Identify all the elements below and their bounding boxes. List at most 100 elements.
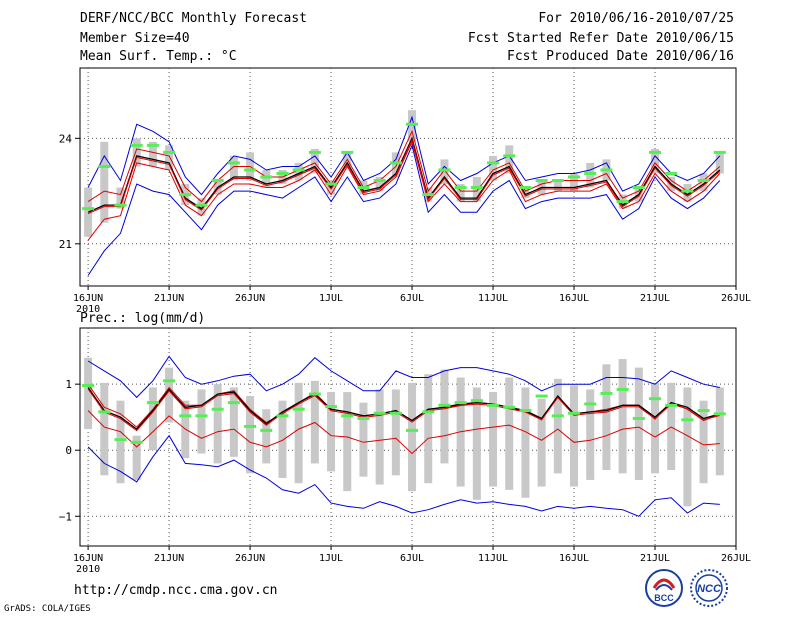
prec-range-box [699, 400, 708, 484]
prec-range-box [440, 369, 449, 464]
prec-xtick-label: 16JUN [73, 553, 103, 564]
temp-mark [82, 207, 95, 211]
prec-range-box [213, 384, 222, 464]
prec-mark [535, 394, 548, 398]
temp-range-box [553, 180, 562, 192]
temp-range-box [472, 177, 481, 202]
temp-range-box [408, 110, 417, 142]
temp-mark [308, 150, 321, 154]
ncc-logo: NCC [690, 569, 728, 607]
prec-mark [163, 379, 176, 383]
prec-range-box [553, 378, 562, 474]
temp-year-label: 2010 [76, 304, 100, 315]
prec-mark [713, 412, 726, 416]
prec-range-box [537, 398, 546, 487]
prec-xtick-label: 21JUL [640, 553, 670, 564]
prec-range-box [667, 382, 676, 471]
temp-mark [260, 175, 273, 179]
prec-mark [584, 402, 597, 406]
temp-range-box [489, 155, 498, 181]
temp-mark [600, 168, 613, 172]
temp-mark [211, 179, 224, 183]
temp-range-box [116, 187, 125, 209]
temp-range-box [521, 187, 530, 199]
prec-mark [325, 405, 338, 409]
prec-title: Prec.: log(mm/d) [80, 311, 205, 326]
prec-range-box [148, 387, 157, 451]
temp-mark [470, 186, 483, 190]
prec-mark [341, 414, 354, 418]
temp-range-box [715, 152, 724, 174]
prec-range-box [84, 357, 93, 430]
prec-range-box [327, 392, 336, 472]
prec-ytick-label: −1 [59, 510, 72, 523]
temp-mark [292, 168, 305, 172]
prec-range-box [343, 392, 352, 492]
chart-title: DERF/NCC/BCC Monthly Forecast [80, 11, 307, 26]
prec-range-box [116, 400, 125, 484]
prec-mark [665, 403, 678, 407]
temp-mark [276, 171, 289, 175]
temp-series-mean [87, 136, 721, 213]
prec-range-box [165, 367, 174, 423]
temp-mark [244, 168, 257, 172]
ncc-logo-text: NCC [697, 583, 722, 595]
temp-range-box [197, 198, 206, 216]
temp-mark [632, 186, 645, 190]
temp-mark [454, 186, 467, 190]
prec-mark [406, 428, 419, 432]
temp-mark [373, 179, 386, 183]
temp-mark [325, 182, 338, 186]
temp-xtick-label: 26JUL [721, 293, 751, 304]
temp-series-min [87, 143, 721, 276]
temp-mark [195, 203, 208, 207]
temp-mark [665, 171, 678, 175]
temp-mark [406, 122, 419, 126]
prec-range-box [683, 387, 692, 507]
source-url[interactable]: http://cmdp.ncc.cma.gov.cn [74, 583, 278, 598]
temp-xtick-label: 16JUL [559, 293, 589, 304]
temp-mark [551, 179, 564, 183]
temp-mark [584, 171, 597, 175]
temp-series-spread_upper [87, 129, 721, 203]
temp-mark [227, 161, 240, 165]
prec-mark [292, 407, 305, 411]
prec-range-box [715, 387, 724, 476]
temp-range-box [100, 141, 109, 223]
temp-mark [114, 203, 127, 207]
prec-range-box [618, 359, 627, 474]
prec-range-box [100, 382, 109, 476]
prec-range-box [359, 402, 368, 477]
prec-xtick-label: 16JUL [559, 553, 589, 564]
temp-xtick-label: 21JUN [154, 293, 184, 304]
prec-mark [389, 411, 402, 415]
prec-mark [130, 440, 143, 444]
prec-mark [308, 392, 321, 396]
prec-range-box [229, 387, 238, 457]
temp-range-box [391, 152, 400, 177]
member-size-label: Member Size=40 [80, 31, 190, 46]
prec-range-box [391, 389, 400, 476]
prec-mark [503, 405, 516, 409]
prec-mark [260, 428, 273, 432]
temp-range-box [651, 148, 660, 174]
temp-mark [649, 150, 662, 154]
prec-xtick-label: 11JUL [478, 553, 508, 564]
temp-mark [568, 175, 581, 179]
temp-mark [389, 161, 402, 165]
prec-range-box [294, 382, 303, 484]
temp-range-box [229, 155, 238, 181]
prec-panel: 16JUN 21JUN 26JUN 1JUL 6JUL 11JUL 16JUL 21JUL 26… [59, 311, 751, 575]
prec-mark [487, 403, 500, 407]
prec-range-box [197, 389, 206, 454]
prec-series-min [87, 434, 720, 517]
temp-xtick-label: 11JUL [478, 293, 508, 304]
temp-mark [503, 154, 516, 158]
temp-mark [438, 168, 451, 172]
temp-ytick-label: 24 [59, 132, 73, 145]
prec-range-box [424, 374, 433, 484]
temp-mark [616, 200, 629, 204]
temp-range-box [375, 177, 384, 192]
bcc-logo: BCC [645, 569, 683, 607]
